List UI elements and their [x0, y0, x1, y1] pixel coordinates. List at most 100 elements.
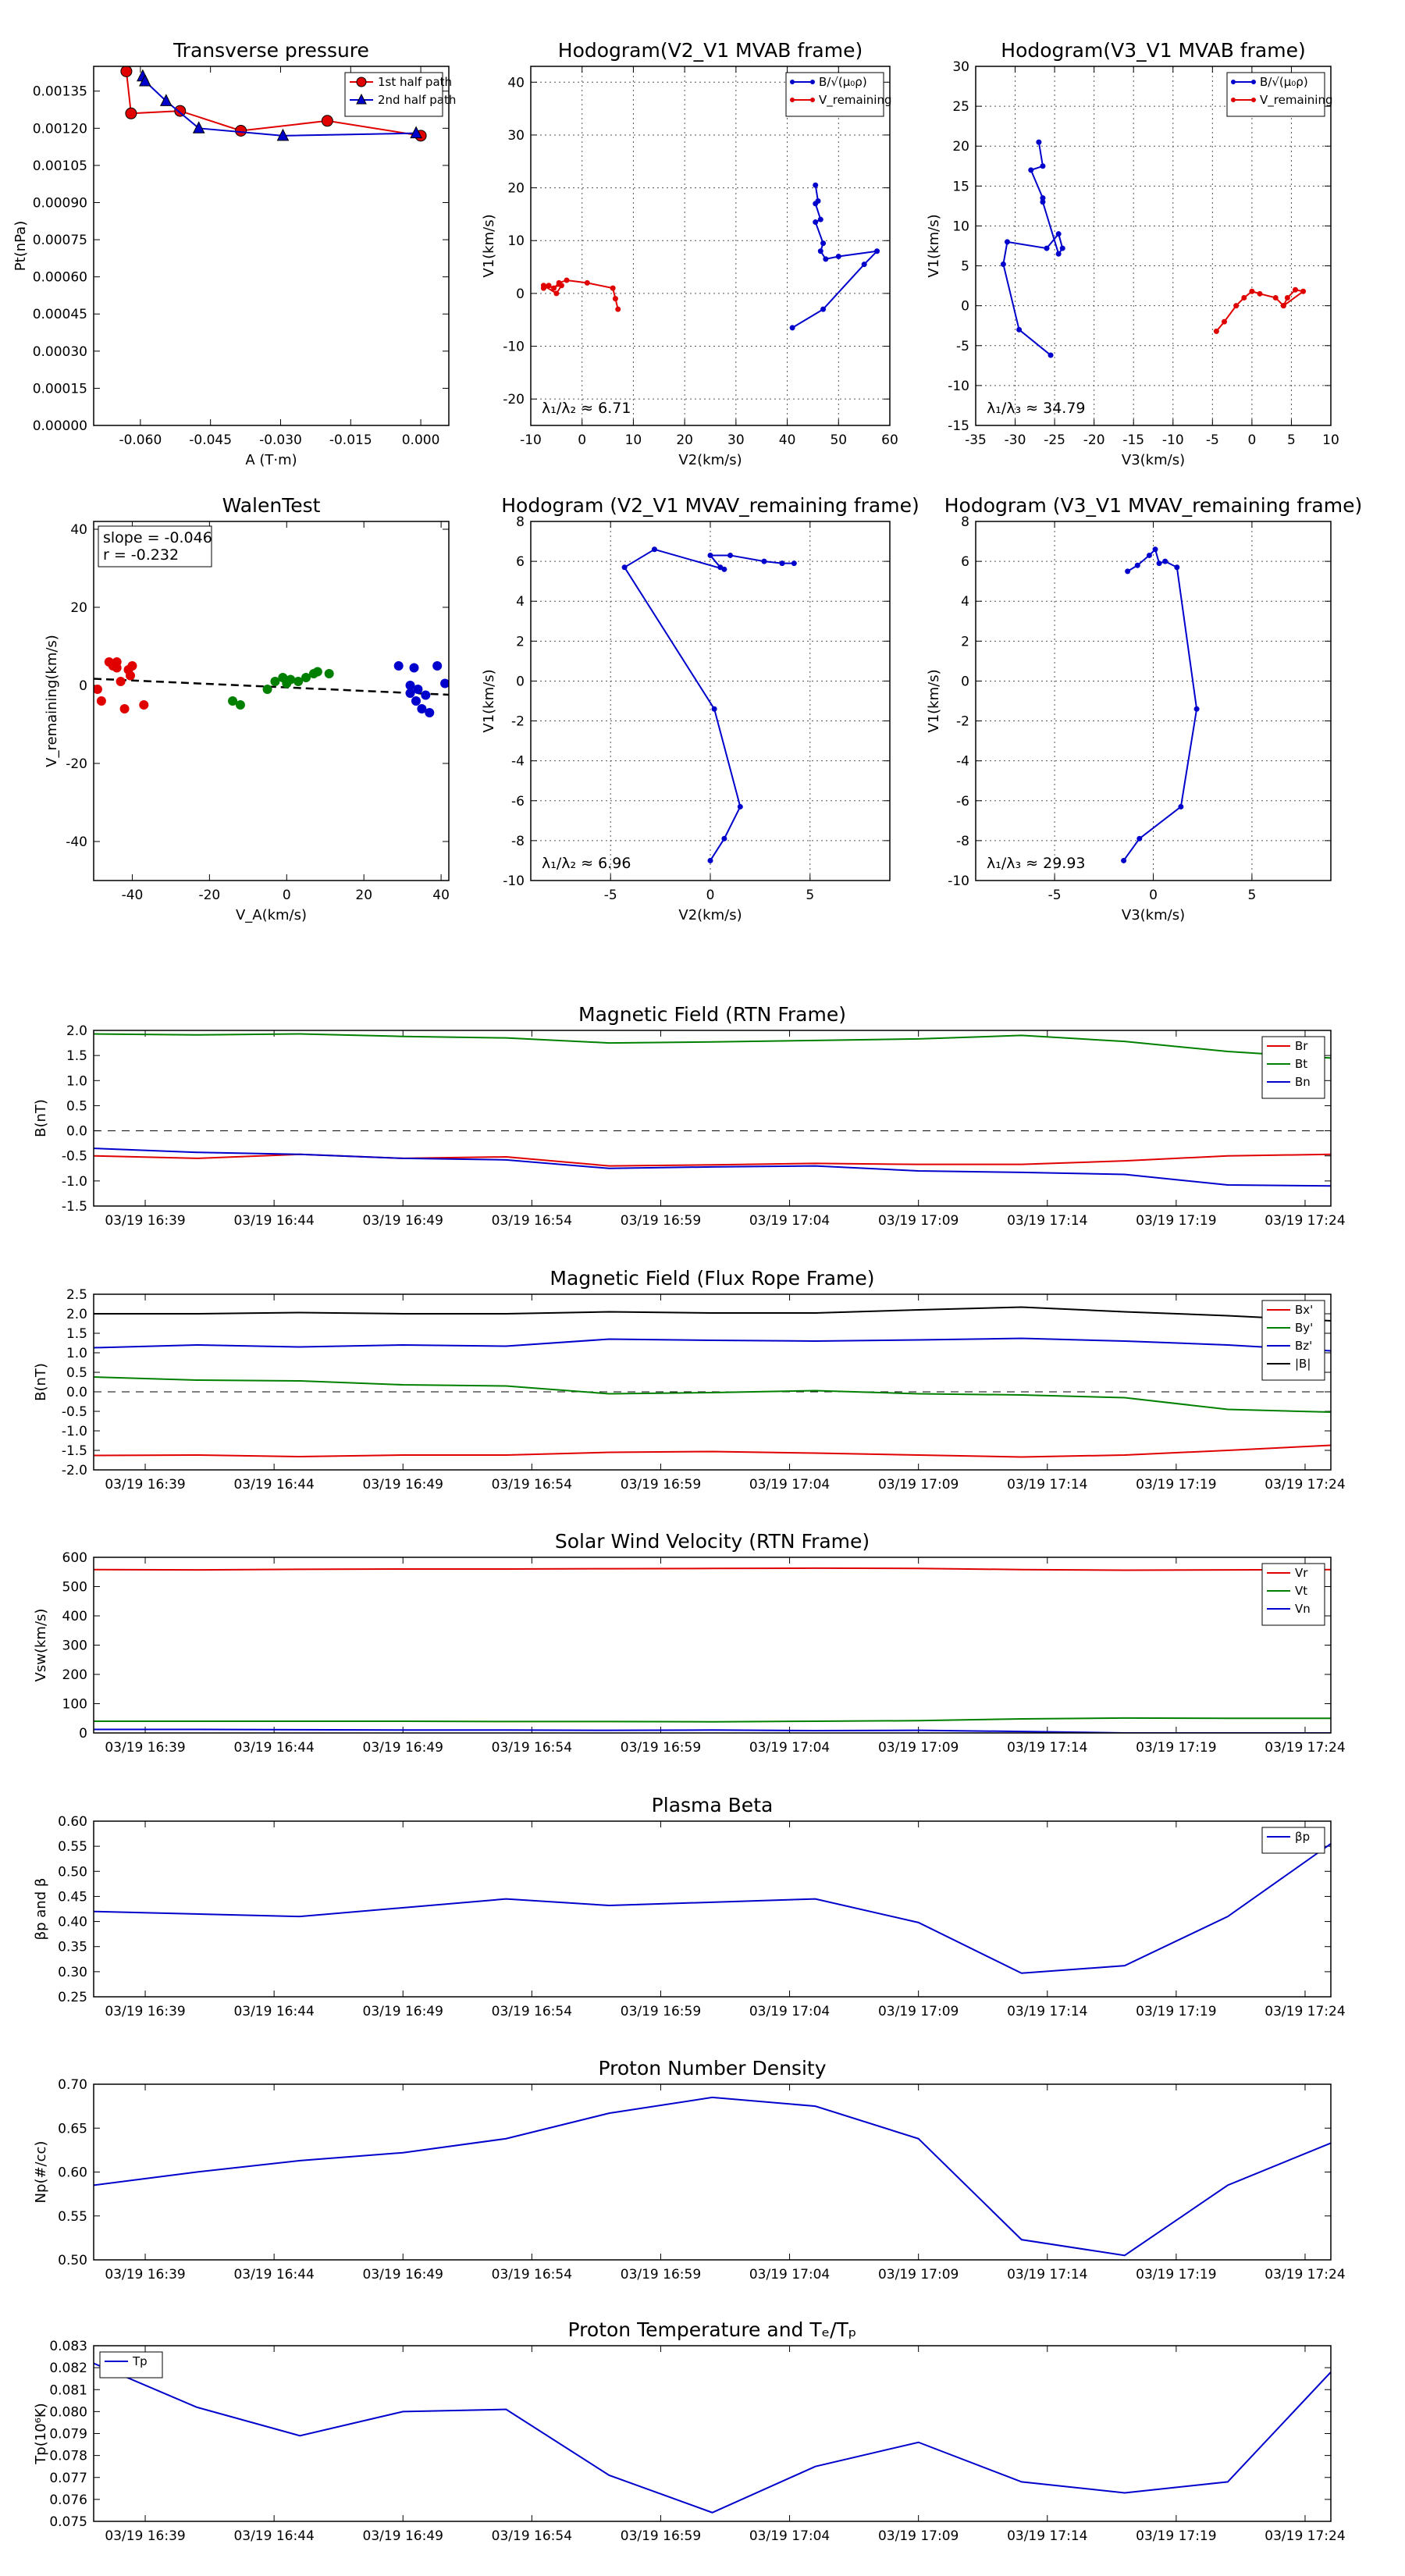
data-point: [817, 248, 823, 254]
x-tick-label: 03/19 16:39: [105, 2528, 185, 2544]
y-tick-label: 30: [507, 128, 525, 144]
y-tick-label: 0.70: [58, 2077, 87, 2093]
data-point: [1213, 328, 1219, 334]
series-line: [94, 1444, 1331, 1458]
data-point: [558, 283, 564, 289]
legend-marker: [1231, 98, 1236, 102]
plot-frame: [975, 66, 1332, 426]
data-point: [324, 669, 334, 678]
y-tick-label: 10: [507, 233, 525, 249]
legend-box: [1261, 1300, 1325, 1381]
y-tick-label: 0.081: [49, 2382, 87, 2398]
y-tick-label: 1.5: [66, 1048, 87, 1064]
data-point: [615, 306, 621, 312]
y-tick-label: 1.0: [66, 1346, 87, 1361]
chart-title: Magnetic Field (Flux Rope Frame): [550, 1267, 874, 1290]
legend: Bx' By' Bz' |B|: [1261, 1300, 1325, 1381]
y-tick-label: 0.078: [49, 2449, 87, 2464]
y-tick-label: 0.30: [58, 1965, 87, 1980]
y-tick-label: 2.0: [66, 1307, 87, 1322]
x-tick-label: -5: [1206, 432, 1219, 448]
plot-frame: [93, 2083, 1332, 2261]
x-tick-label: 03/19 16:39: [105, 1477, 185, 1493]
plot-area: [1000, 139, 1307, 358]
plot-area: [94, 2362, 1331, 2514]
legend-marker: [356, 93, 367, 105]
x-tick-label: 03/19 16:54: [492, 1477, 572, 1493]
x-tick-label: -40: [122, 888, 144, 903]
data-point: [120, 66, 133, 77]
legend-marker: [1231, 80, 1236, 84]
data-point: [1059, 245, 1065, 251]
y-tick-label: 300: [62, 1638, 87, 1654]
legend-label: V_remaining: [819, 93, 892, 108]
y-tick-label: -2: [511, 714, 525, 730]
data-point: [410, 126, 422, 139]
x-tick-label: 03/19 17:19: [1136, 2528, 1216, 2544]
y-tick-label: 2.0: [66, 1023, 87, 1039]
data-point: [1162, 558, 1168, 564]
y-tick-label: 0.55: [58, 1839, 87, 1855]
data-point: [262, 685, 272, 694]
data-point: [1121, 857, 1127, 863]
data-point: [270, 677, 280, 686]
x-tick-label: 03/19 16:39: [105, 1740, 185, 1756]
data-point: [721, 835, 727, 841]
legend: βp: [1261, 1827, 1325, 1854]
x-tick-label: 03/19 16:59: [621, 2004, 701, 2019]
data-point: [791, 560, 797, 567]
x-tick-label: -10: [520, 432, 542, 448]
data-point: [540, 285, 546, 291]
y-tick-label: -6: [511, 794, 525, 809]
x-tick-label: 03/19 16:49: [363, 2267, 443, 2282]
y-axis-label: V1(km/s): [481, 669, 497, 732]
series-line: [94, 2362, 1331, 2514]
y-tick-label: 0.077: [49, 2471, 87, 2486]
y-tick-label: 0.00045: [33, 307, 87, 322]
legend: B/√(μ₀ρ) V_remaining: [1226, 72, 1333, 117]
y-tick-label: -4: [956, 754, 969, 770]
data-point: [1134, 562, 1140, 568]
legend-label: βp: [1295, 1830, 1310, 1844]
legend-box: [1261, 1036, 1325, 1099]
data-point: [1233, 303, 1240, 309]
x-tick-label: -0.045: [189, 432, 232, 448]
x-tick-label: 03/19 16:39: [105, 2267, 185, 2282]
y-tick-label: 0.50: [58, 2253, 87, 2268]
y-tick-label: 0.076: [49, 2492, 87, 2508]
plot-frame: [93, 2345, 1332, 2522]
series-line: [94, 1567, 1331, 1571]
data-point: [228, 696, 238, 706]
data-point: [321, 115, 333, 127]
series-line: [94, 1717, 1331, 1723]
y-tick-label: -2.0: [62, 1463, 87, 1478]
y-tick-label: 8: [516, 514, 525, 530]
x-tick-label: 10: [1322, 432, 1339, 448]
data-point: [874, 248, 880, 254]
x-tick-label: 03/19 16:54: [492, 2267, 572, 2282]
data-point: [421, 690, 431, 700]
y-tick-label: -1.0: [62, 1174, 87, 1190]
data-point: [817, 216, 823, 222]
y-tick-label: -20: [66, 756, 87, 772]
x-tick-label: 0: [283, 888, 291, 903]
data-point: [276, 128, 290, 141]
x-tick-label: 03/19 17:24: [1264, 2528, 1345, 2544]
y-tick-label: 600: [62, 1550, 87, 1566]
y-tick-label: 10: [952, 219, 969, 234]
plot-frame: [93, 521, 450, 881]
legend-box: [1226, 72, 1325, 117]
data-point: [440, 678, 449, 688]
legend-marker: [1251, 80, 1256, 84]
y-axis-label: Np(#/cc): [33, 2141, 49, 2204]
legend: Br Bt Bn: [1261, 1036, 1325, 1099]
y-tick-label: -8: [956, 834, 969, 849]
data-point: [820, 240, 827, 247]
data-point: [1293, 286, 1298, 293]
data-point: [1040, 195, 1046, 201]
x-tick-label: 03/19 17:04: [749, 2004, 830, 2019]
data-point: [1000, 262, 1006, 268]
x-tick-label: 03/19 16:49: [363, 1477, 443, 1493]
chart-title: Plasma Beta: [652, 1794, 774, 1816]
